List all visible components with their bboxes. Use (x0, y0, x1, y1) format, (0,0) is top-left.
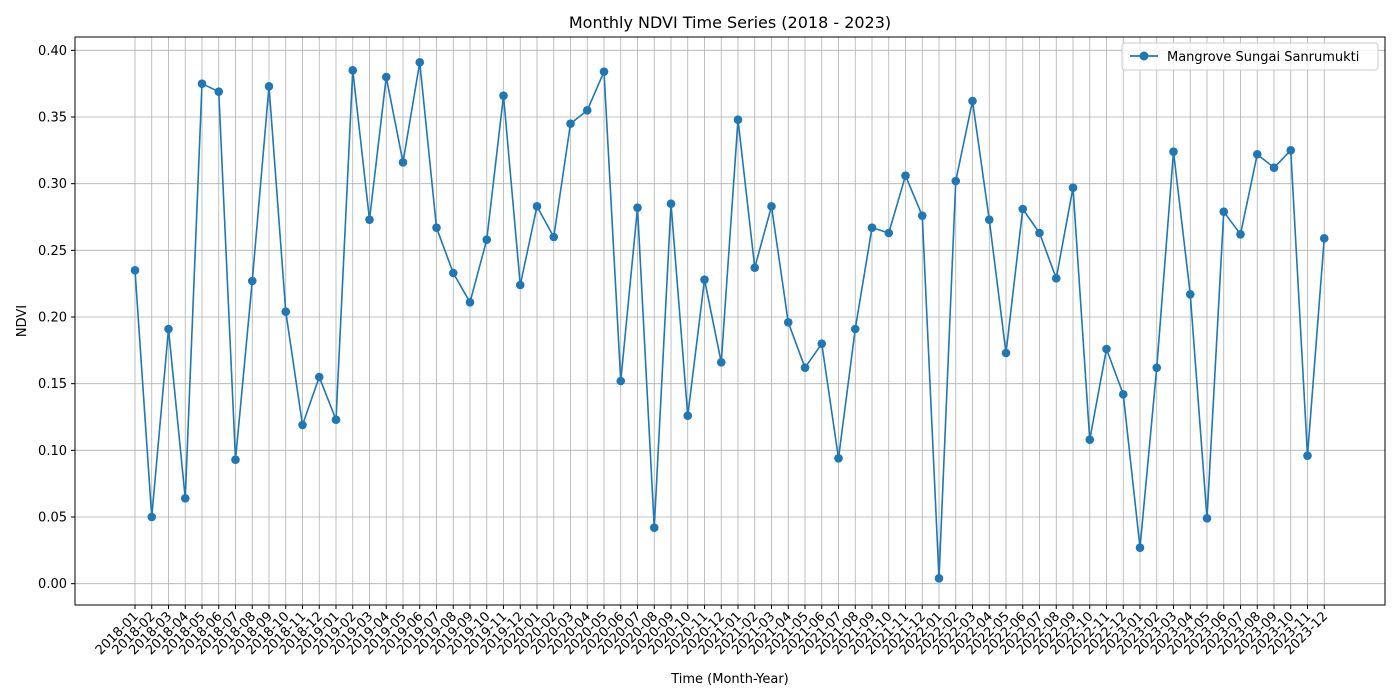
data-point (398, 158, 408, 167)
data-point (783, 318, 793, 327)
y-tick-label: 0.05 (38, 511, 67, 526)
data-point (247, 276, 257, 286)
data-point (415, 58, 425, 67)
data-point (1185, 290, 1195, 299)
y-tick-label: 0.25 (38, 244, 67, 259)
data-point (1152, 363, 1162, 372)
data-point (834, 454, 843, 463)
data-point (180, 494, 190, 503)
data-point (1169, 147, 1178, 156)
y-tick-label: 0.00 (38, 577, 67, 592)
data-point (432, 223, 441, 232)
data-point (884, 228, 894, 238)
data-point (1236, 230, 1245, 239)
data-point (733, 115, 743, 124)
data-point (1051, 274, 1061, 283)
data-point (1001, 348, 1011, 358)
data-point (130, 266, 140, 275)
legend-marker-swatch (1139, 51, 1149, 61)
data-point (649, 523, 659, 532)
data-point (1085, 435, 1095, 444)
legend-label: Mangrove Sungai Sanrumukti (1167, 50, 1359, 65)
data-point (984, 215, 994, 224)
data-point (348, 66, 358, 75)
series-line (134, 61, 1326, 580)
data-point (1269, 163, 1279, 172)
data-point (633, 203, 642, 212)
data-point (381, 72, 391, 82)
data-point (365, 215, 374, 224)
data-point (448, 268, 458, 278)
data-point (331, 415, 341, 424)
data-point (700, 275, 709, 284)
data-point (298, 420, 307, 430)
x-axis-ticks: 2018-012018-022018-032018-042018-052018-… (93, 605, 1331, 658)
y-tick-label: 0.10 (38, 444, 67, 459)
data-point (582, 106, 592, 115)
y-tick-label: 0.30 (38, 177, 67, 192)
data-point (901, 171, 910, 180)
data-point (281, 307, 291, 316)
data-point (1303, 451, 1312, 460)
data-point (532, 202, 542, 211)
data-point (1219, 207, 1229, 216)
data-point (599, 67, 609, 76)
data-point (314, 372, 324, 382)
data-point (850, 324, 860, 334)
data-point (214, 87, 224, 96)
data-point (197, 79, 207, 88)
data-point (934, 574, 944, 583)
legend-box (1121, 42, 1379, 71)
y-tick-label: 0.35 (38, 111, 67, 126)
plot-frame (74, 36, 1386, 606)
data-point (1018, 204, 1028, 214)
data-point (1135, 543, 1145, 552)
data-point (1286, 146, 1296, 155)
legend: Mangrove Sungai Sanrumukti (1121, 42, 1379, 71)
y-axis-title: NDVI (15, 305, 30, 337)
data-point (482, 235, 492, 244)
data-point (767, 202, 776, 211)
data-point (750, 263, 760, 272)
data-point (231, 455, 240, 464)
data-point (817, 339, 827, 348)
y-tick-label: 0.15 (38, 377, 67, 392)
data-point (1102, 344, 1111, 354)
data-point (683, 411, 693, 420)
data-point (1252, 150, 1262, 159)
y-tick-label: 0.20 (38, 311, 67, 326)
data-point (1035, 228, 1044, 238)
series-layer (130, 58, 1329, 583)
data-point (800, 363, 810, 372)
data-point (465, 298, 475, 307)
data-point (917, 211, 927, 220)
data-point (1319, 234, 1329, 243)
data-point (616, 376, 626, 386)
data-point (867, 223, 877, 232)
data-point (566, 119, 575, 128)
x-axis-title: Time (Month-Year) (670, 672, 789, 687)
data-point (1202, 514, 1212, 523)
grid (75, 37, 1385, 605)
data-point (666, 199, 676, 208)
y-tick-label: 0.40 (38, 44, 67, 59)
data-point (264, 82, 274, 91)
data-point (549, 232, 559, 242)
y-axis-ticks: 0.00 0.05 0.10 0.15 0.20 0.25 0.30 0.35 0.40 (38, 44, 75, 592)
data-point (1118, 390, 1128, 399)
data-point (147, 512, 157, 522)
data-point (968, 96, 977, 106)
data-point (499, 91, 508, 100)
data-point (716, 358, 726, 367)
data-point (1068, 183, 1078, 192)
data-point (164, 324, 173, 334)
data-point (951, 176, 961, 186)
chart-title: Monthly NDVI Time Series (2018 - 2023) (569, 13, 891, 32)
data-point (515, 280, 525, 290)
